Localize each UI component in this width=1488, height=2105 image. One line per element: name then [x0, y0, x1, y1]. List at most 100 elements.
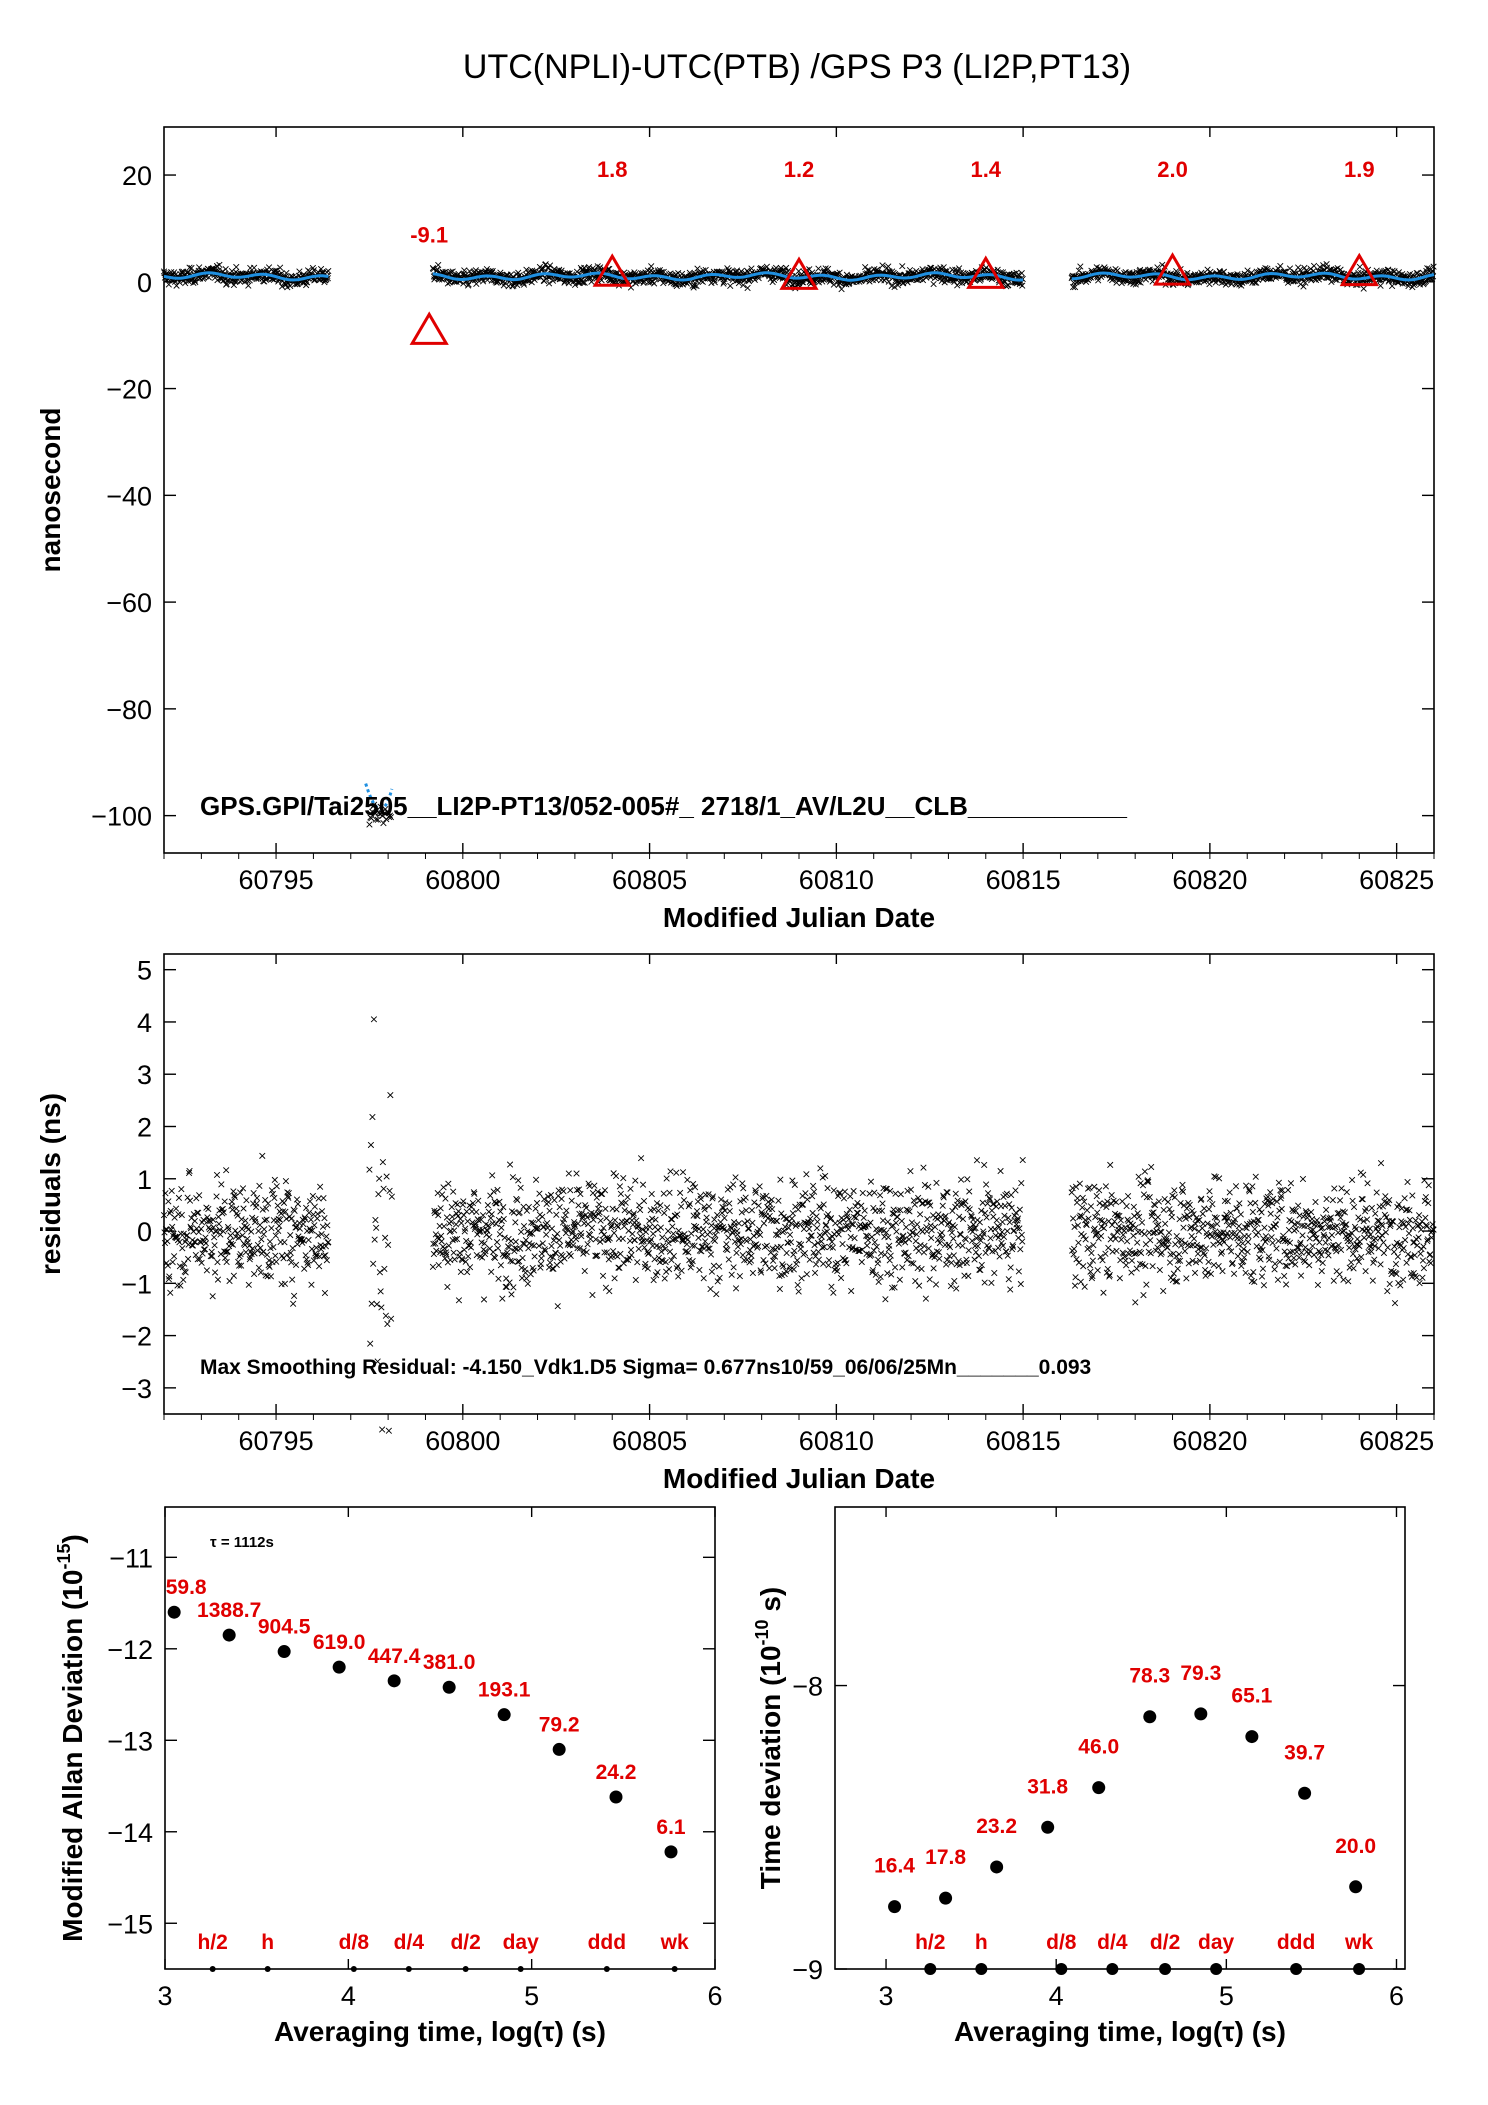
data-point — [1395, 1201, 1402, 1208]
data-point — [1345, 1278, 1352, 1285]
data-point — [1128, 1269, 1135, 1276]
data-point — [695, 1234, 702, 1241]
data-point — [383, 1173, 390, 1180]
data-point — [976, 1219, 983, 1226]
data-point — [1240, 1245, 1247, 1253]
data-point — [840, 1195, 848, 1202]
data-point — [305, 1236, 312, 1244]
data-point — [452, 1200, 459, 1207]
data-point — [1174, 1265, 1181, 1272]
smooth-curves — [163, 271, 1435, 811]
y-tick-label: 0 — [137, 1217, 152, 1247]
data-point — [824, 265, 832, 272]
data-point — [430, 1250, 438, 1258]
data-point — [949, 1207, 956, 1215]
y-axis-label-main: Time deviation (10 — [755, 1645, 786, 1889]
data-point — [624, 1217, 631, 1225]
data-point — [1252, 1173, 1259, 1180]
x-tick-label: 60795 — [239, 1426, 314, 1456]
data-point — [882, 1296, 889, 1303]
data-point — [661, 1209, 668, 1217]
data-point — [955, 1257, 962, 1265]
info-text: Max Smoothing Residual: -4.150_Vdk1.D5 S… — [200, 1356, 1091, 1379]
data-point — [982, 1181, 990, 1188]
data-point — [983, 1214, 990, 1221]
data-point — [911, 1201, 918, 1208]
data-point — [372, 1216, 379, 1224]
data-point — [885, 1234, 892, 1241]
data-point — [267, 1273, 275, 1280]
data-point — [876, 1207, 883, 1214]
data-point — [454, 1201, 461, 1208]
data-point — [613, 1222, 621, 1229]
data-point — [165, 281, 172, 288]
data-point — [957, 1231, 964, 1238]
data-point — [744, 284, 751, 292]
data-point — [519, 1254, 526, 1262]
data-point — [506, 1161, 514, 1168]
data-point — [435, 1262, 442, 1269]
data-point — [796, 1240, 803, 1247]
data-point — [1003, 1248, 1010, 1255]
data-point — [1132, 1299, 1139, 1306]
data-point — [1094, 1267, 1101, 1274]
data-point — [577, 1190, 584, 1198]
point-label: 23.2 — [976, 1815, 1017, 1838]
data-point — [897, 1191, 904, 1198]
data-point — [321, 1215, 328, 1222]
data-point — [1190, 1235, 1198, 1242]
data-point — [288, 1215, 295, 1222]
data-point — [611, 1217, 619, 1224]
data-point — [567, 1252, 574, 1260]
data-point — [650, 280, 658, 287]
data-point — [232, 1227, 239, 1234]
data-point — [751, 1199, 758, 1206]
data-point — [822, 1172, 829, 1180]
data-point — [809, 1193, 816, 1200]
data-point — [1142, 1262, 1149, 1270]
data-point — [858, 1258, 865, 1266]
data-point — [964, 1176, 971, 1183]
data-point — [1096, 1187, 1103, 1194]
data-point — [871, 1239, 878, 1246]
data-point — [892, 1219, 900, 1226]
deviation-point — [497, 1708, 511, 1722]
data-point — [1205, 1206, 1213, 1213]
data-point — [1234, 1253, 1242, 1260]
data-point — [928, 1234, 935, 1242]
data-point — [843, 281, 850, 288]
data-point — [1336, 1271, 1343, 1278]
data-point — [253, 1194, 261, 1202]
data-point — [773, 1217, 781, 1225]
triangle-label: -9.1 — [410, 222, 448, 247]
residuals-chart: 60795 60800 60805 60810 60815 60820 6082554321… — [35, 953, 1437, 1494]
data-point — [1331, 1185, 1338, 1192]
x-tick-label: 5 — [1219, 1981, 1234, 2011]
x-tick-label: 60805 — [612, 1426, 687, 1456]
y-tick-label: −40 — [106, 481, 152, 511]
point-label: 31.8 — [1027, 1775, 1068, 1798]
data-point — [740, 282, 747, 289]
data-point — [1420, 1243, 1427, 1250]
data-point — [1018, 1231, 1025, 1238]
interval-marker — [603, 1966, 610, 1972]
data-point — [875, 1256, 882, 1263]
data-point — [1219, 1237, 1227, 1244]
data-point — [931, 1223, 939, 1231]
data-point — [245, 282, 252, 289]
interval-marker — [405, 1966, 412, 1972]
data-point — [995, 1244, 1002, 1251]
y-tick-label: 3 — [137, 1060, 152, 1090]
data-point — [965, 1247, 972, 1254]
data-point — [192, 278, 199, 286]
data-point — [803, 1171, 810, 1178]
interval-marker — [209, 1966, 216, 1972]
data-point — [924, 1215, 931, 1223]
data-point — [794, 1257, 801, 1264]
data-point — [1247, 1272, 1255, 1279]
data-point — [542, 261, 549, 268]
data-point — [573, 1170, 580, 1177]
x-tick-label: 5 — [524, 1981, 539, 2011]
interval-label: d/8 — [339, 1931, 370, 1954]
data-point — [963, 1259, 970, 1267]
